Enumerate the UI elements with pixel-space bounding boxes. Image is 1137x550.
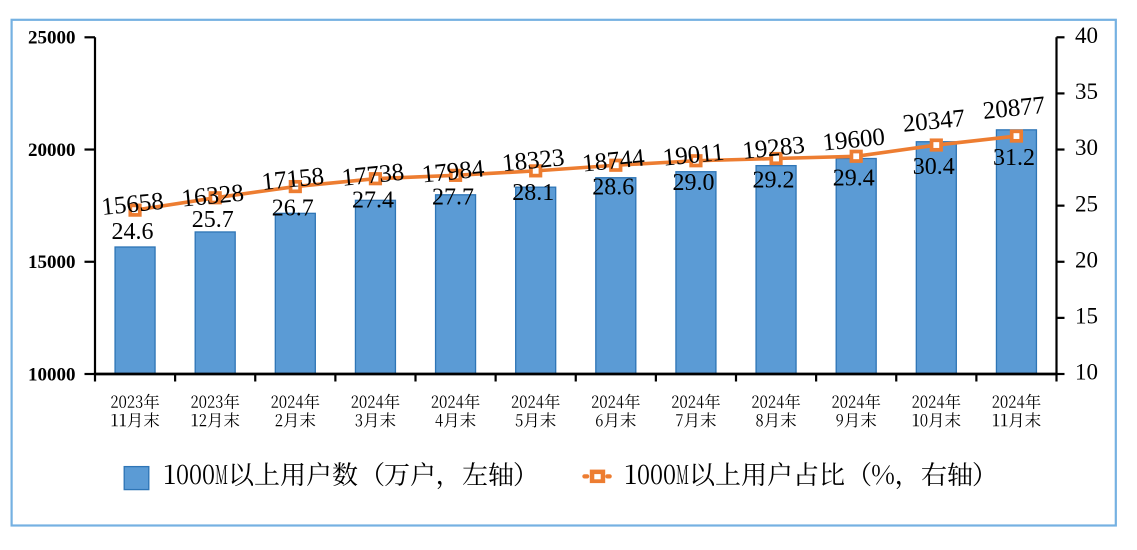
svg-text:20000: 20000: [28, 140, 76, 161]
svg-text:28.1: 28.1: [512, 180, 554, 206]
svg-text:20347: 20347: [901, 105, 966, 138]
svg-text:29.2: 29.2: [753, 168, 795, 194]
svg-text:29.0: 29.0: [672, 170, 714, 196]
svg-text:20877: 20877: [982, 92, 1047, 125]
svg-text:16328: 16328: [180, 180, 245, 213]
svg-text:29.4: 29.4: [833, 165, 875, 191]
svg-text:30: 30: [1075, 135, 1098, 160]
svg-text:17738: 17738: [341, 159, 406, 192]
svg-text:40: 40: [1075, 23, 1098, 48]
svg-text:26.7: 26.7: [272, 196, 314, 222]
svg-text:15: 15: [1075, 303, 1098, 328]
svg-text:27.4: 27.4: [352, 188, 394, 214]
svg-text:24.6: 24.6: [112, 219, 154, 245]
svg-text:15000: 15000: [28, 252, 76, 273]
svg-text:20: 20: [1075, 247, 1098, 272]
svg-text:10: 10: [1075, 360, 1098, 385]
svg-text:25000: 25000: [28, 28, 76, 49]
svg-text:10000: 10000: [28, 364, 76, 385]
svg-text:28.6: 28.6: [592, 174, 634, 200]
svg-text:27.7: 27.7: [432, 184, 474, 210]
svg-text:19011: 19011: [662, 139, 726, 172]
svg-text:18744: 18744: [581, 144, 646, 177]
svg-text:17984: 17984: [421, 155, 486, 188]
svg-text:35: 35: [1075, 79, 1098, 104]
svg-text:25.7: 25.7: [192, 207, 234, 233]
svg-text:19600: 19600: [821, 124, 886, 157]
svg-text:15658: 15658: [100, 188, 165, 221]
svg-text:17158: 17158: [260, 163, 325, 196]
svg-text:19283: 19283: [741, 132, 806, 165]
svg-text:25: 25: [1075, 191, 1098, 216]
svg-text:30.4: 30.4: [913, 154, 955, 180]
svg-text:18323: 18323: [501, 144, 566, 177]
svg-text:31.2: 31.2: [993, 145, 1035, 171]
